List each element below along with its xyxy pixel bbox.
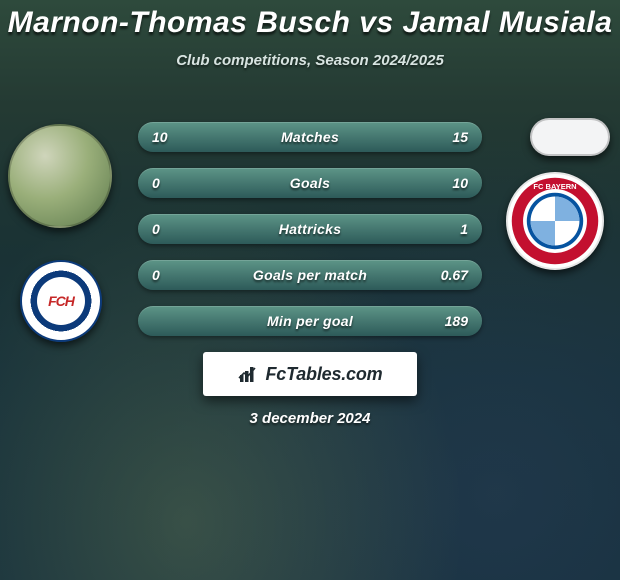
stat-bar: 0 Goals 10 (138, 168, 482, 198)
subtitle: Club competitions, Season 2024/2025 (0, 52, 620, 69)
date-label: 3 december 2024 (250, 410, 371, 427)
stat-label: Hattricks (279, 221, 342, 237)
stats-bars: 10Matches150Goals100Hattricks10Goals per… (138, 122, 482, 352)
stat-bar: 0 Hattricks 1 (138, 214, 482, 244)
barchart-icon (238, 364, 258, 384)
stat-right-value: 189 (445, 313, 468, 329)
stat-label: Goals (290, 175, 330, 191)
stat-label: Min per goal (267, 313, 353, 329)
svg-text:FC BAYERN: FC BAYERN (533, 182, 576, 191)
stat-right-value: 10 (452, 175, 468, 191)
club-left-badge-text: FCH (37, 277, 85, 325)
stat-left-value: 0 (152, 221, 160, 237)
stat-bar: Min per goal 189 (138, 306, 482, 336)
stat-left-value: 0 (152, 175, 160, 191)
stat-right-value: 15 (452, 129, 468, 145)
stat-bar: 10 Matches 15 (138, 122, 482, 152)
stat-left-value: 0 (152, 267, 160, 283)
stat-bar: 0 Goals per match 0.67 (138, 260, 482, 290)
stat-label: Goals per match (253, 267, 367, 283)
site-badge-label: FcTables.com (266, 364, 383, 385)
site-badge[interactable]: FcTables.com (203, 352, 417, 396)
stat-left-value: 10 (152, 129, 168, 145)
stat-label: Matches (281, 129, 339, 145)
stat-right-value: 1 (460, 221, 468, 237)
player-left-avatar (8, 124, 112, 228)
page-title: Marnon-Thomas Busch vs Jamal Musiala (0, 0, 620, 40)
player-right-avatar (530, 118, 610, 156)
club-right-badge: FC BAYERN (506, 172, 604, 270)
club-left-badge: FCH (20, 260, 102, 342)
bayern-icon: FC BAYERN (508, 172, 602, 270)
stat-right-value: 0.67 (441, 267, 468, 283)
